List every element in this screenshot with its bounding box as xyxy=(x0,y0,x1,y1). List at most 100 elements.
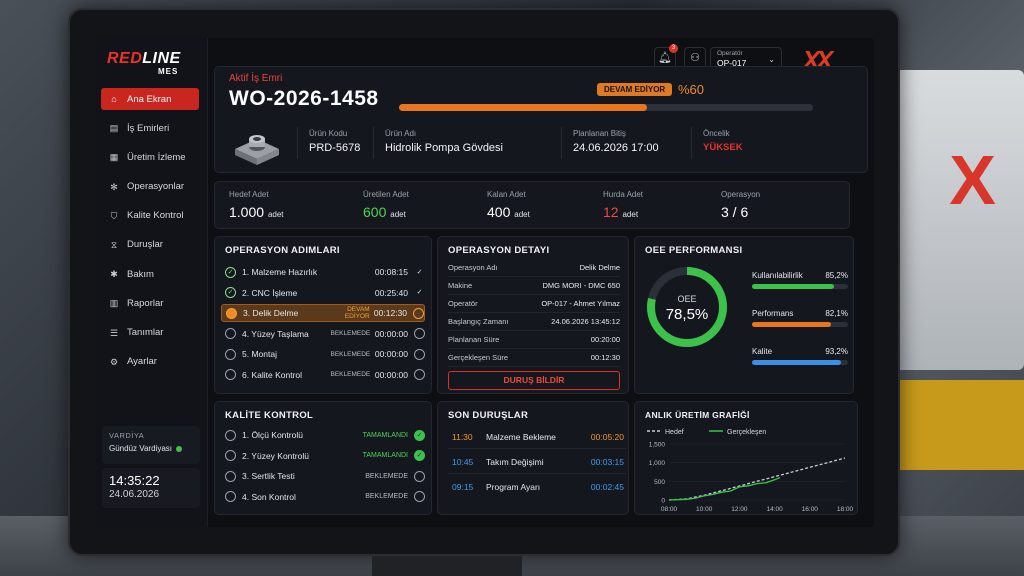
sidebar-item-1[interactable]: ▤ İş Emirleri xyxy=(101,117,199,139)
status-circle-icon xyxy=(414,491,425,502)
operation-step[interactable]: ✓ 1. Malzeme Hazırlık 00:08:15 ✓ xyxy=(221,263,425,281)
quality-name: 2. Yüzey Kontrolü xyxy=(242,450,309,461)
x-tick-label: 16:00 xyxy=(802,506,819,513)
quality-step[interactable]: 2. Yüzey Kontrolü TAMAMLANDI ✓ xyxy=(221,447,425,465)
detail-key: Operatör xyxy=(448,299,478,308)
quality-step[interactable]: 3. Sertlik Testi BEKLEMEDE xyxy=(221,467,425,485)
x-tick-label: 18:00 xyxy=(837,506,854,513)
chart-title: ANLIK ÜRETİM GRAFİĞİ xyxy=(645,410,750,420)
sidebar-item-label: Duruşlar xyxy=(127,239,163,251)
kpi-label: Kalite xyxy=(752,347,773,356)
sidebar-item-0[interactable]: ⌂ Ana Ekran xyxy=(101,88,199,110)
divider xyxy=(448,312,620,313)
stat-label: Hurda Adet xyxy=(603,190,644,199)
sidebar-item-4[interactable]: ⛉ Kalite Kontrol xyxy=(101,205,199,227)
sidebar-item-label: Tanımlar xyxy=(127,327,164,338)
monitor-icon: ▦ xyxy=(109,152,119,163)
clipboard-icon: ▤ xyxy=(109,123,119,134)
notification-badge: 3 xyxy=(669,44,678,53)
product-name-label: Ürün Adı xyxy=(385,129,417,138)
kpi-header: Performans 82,1% xyxy=(752,309,848,318)
production-line-chart: Hedef Gerçekleşen 0 500 1,000 1,500 08:00 10:00… xyxy=(647,429,854,513)
downtime-reason: Malzeme Bekleme xyxy=(486,432,556,442)
status-circle-icon xyxy=(414,348,425,360)
x-tick-label: 10:00 xyxy=(696,506,713,513)
check-icon: ✓ xyxy=(416,289,423,296)
clock-date: 24.06.2026 xyxy=(109,489,160,500)
operation-state: BEKLEMEDE xyxy=(330,371,371,378)
stat-value-line: 1.000 adet xyxy=(229,204,284,220)
clock-time: 14:35:22 xyxy=(109,473,160,488)
sidebar-item-5[interactable]: ⧖ Duruşlar xyxy=(101,234,199,256)
report-downtime-button[interactable]: DURUŞ BİLDİR xyxy=(448,371,620,390)
sidebar-item-2[interactable]: ▦ Üretim İzleme xyxy=(101,146,199,168)
background-logo: X xyxy=(949,141,996,219)
report-icon: ▥ xyxy=(109,298,119,309)
oee-kpi: Performans 82,1% xyxy=(752,309,848,327)
sidebar-item-label: Kalite Kontrol xyxy=(127,210,184,222)
gear-icon: ✻ xyxy=(110,181,118,192)
divider xyxy=(691,127,692,159)
kpi-bar xyxy=(752,284,848,289)
sidebar-item-3[interactable]: ✻ Operasyonlar xyxy=(101,176,199,198)
circle-icon xyxy=(225,450,236,461)
check-circle-icon: ✓ xyxy=(225,266,236,278)
operation-name: 3. Delik Delme xyxy=(243,308,299,318)
sidebar-item-label: Raporlar xyxy=(127,297,164,309)
detail-key: Makine xyxy=(448,281,473,290)
kpi-value: 82,1% xyxy=(825,309,848,318)
quality-title: KALİTE KONTROL xyxy=(225,410,314,421)
operation-state: BEKLEMEDE xyxy=(330,350,371,358)
brand-logo[interactable]: REDLINE xyxy=(107,50,181,67)
check-icon: ✓ xyxy=(414,429,425,441)
quality-name: 1. Ölçü Kontrolü xyxy=(242,430,303,440)
status-badge: DEVAM EDİYOR xyxy=(597,83,673,96)
sidebar-item-label: Üretim İzleme xyxy=(127,151,186,163)
sidebar-item-label: Ayarlar xyxy=(127,356,157,368)
notifications-button[interactable]: 🔔︎ 3 xyxy=(654,44,678,69)
downtime-row[interactable]: 11:30 Malzeme Bekleme 00:05:20 xyxy=(452,432,624,442)
series-line-1 xyxy=(668,476,781,501)
home-icon: ⌂ xyxy=(111,94,117,104)
oee-kpi: Kullanılabilirlik 85,2% xyxy=(752,271,848,289)
progress-percent: %60 xyxy=(678,82,705,97)
check-icon: ✓ xyxy=(414,450,425,461)
operation-step[interactable]: ✓ 2. CNC İşleme 00:25:40 ✓ xyxy=(221,284,425,302)
quality-step[interactable]: 1. Ölçü Kontrolü TAMAMLANDI ✓ xyxy=(221,426,425,444)
check-icon: ✓ xyxy=(416,268,423,276)
kpi-header: Kullanılabilirlik 85,2% xyxy=(752,271,848,280)
quality-state: BEKLEMEDE xyxy=(365,472,408,480)
wrench-icon: ✱ xyxy=(110,269,118,280)
priority-label: Öncelik xyxy=(703,129,730,138)
quality-name: 4. Son Kontrol xyxy=(242,491,296,502)
operation-step[interactable]: 5. Montaj BEKLEMEDE 00:00:00 xyxy=(221,345,425,363)
divider xyxy=(448,276,620,277)
series-line-0 xyxy=(668,457,846,501)
sidebar-item-7[interactable]: ▥ Raporlar xyxy=(101,292,199,314)
downtime-row[interactable]: 10:45 Takım Değişimi 00:03:15 xyxy=(452,457,624,467)
stat-unit: adet xyxy=(390,210,406,219)
operation-name: 2. CNC İşleme xyxy=(242,287,298,298)
circle-icon xyxy=(225,491,236,502)
downtime-duration: 00:03:15 xyxy=(590,457,624,467)
quality-step[interactable]: 4. Son Kontrol BEKLEMEDE xyxy=(221,488,425,506)
sidebar-item-8[interactable]: ☰ Tanımlar xyxy=(101,322,199,344)
operation-step[interactable]: 6. Kalite Kontrol BEKLEMEDE 00:00:00 xyxy=(221,366,425,384)
sidebar-item-9[interactable]: ⚙ Ayarlar xyxy=(101,351,199,373)
circle-icon xyxy=(225,348,236,360)
detail-row: Gerçekleşen Süre 00:12:30 xyxy=(448,353,620,362)
downtime-row[interactable]: 09:15 Program Ayarı 00:02:45 xyxy=(452,482,624,492)
detail-value: OP-017 - Ahmet Yılmaz xyxy=(541,299,620,308)
sidebar-item-6[interactable]: ✱ Bakım xyxy=(101,263,199,285)
downtime-time: 10:45 xyxy=(452,457,474,467)
detail-row: Operasyon Adı Delik Delme xyxy=(448,263,620,272)
kpi-label: Performans xyxy=(752,309,794,318)
operation-step[interactable]: 3. Delik Delme DEVAM EDİYOR 00:12:30 xyxy=(221,304,425,322)
circle-icon xyxy=(225,429,236,441)
settings-icon: ⚙ xyxy=(109,356,119,367)
operation-step[interactable]: 4. Yüzey Taşlama BEKLEMEDE 00:00:00 xyxy=(221,325,425,343)
status-circle-icon xyxy=(414,369,425,380)
operation-duration: 00:00:00 xyxy=(374,328,408,339)
quality-state: BEKLEMEDE xyxy=(365,493,408,500)
divider xyxy=(561,127,562,159)
